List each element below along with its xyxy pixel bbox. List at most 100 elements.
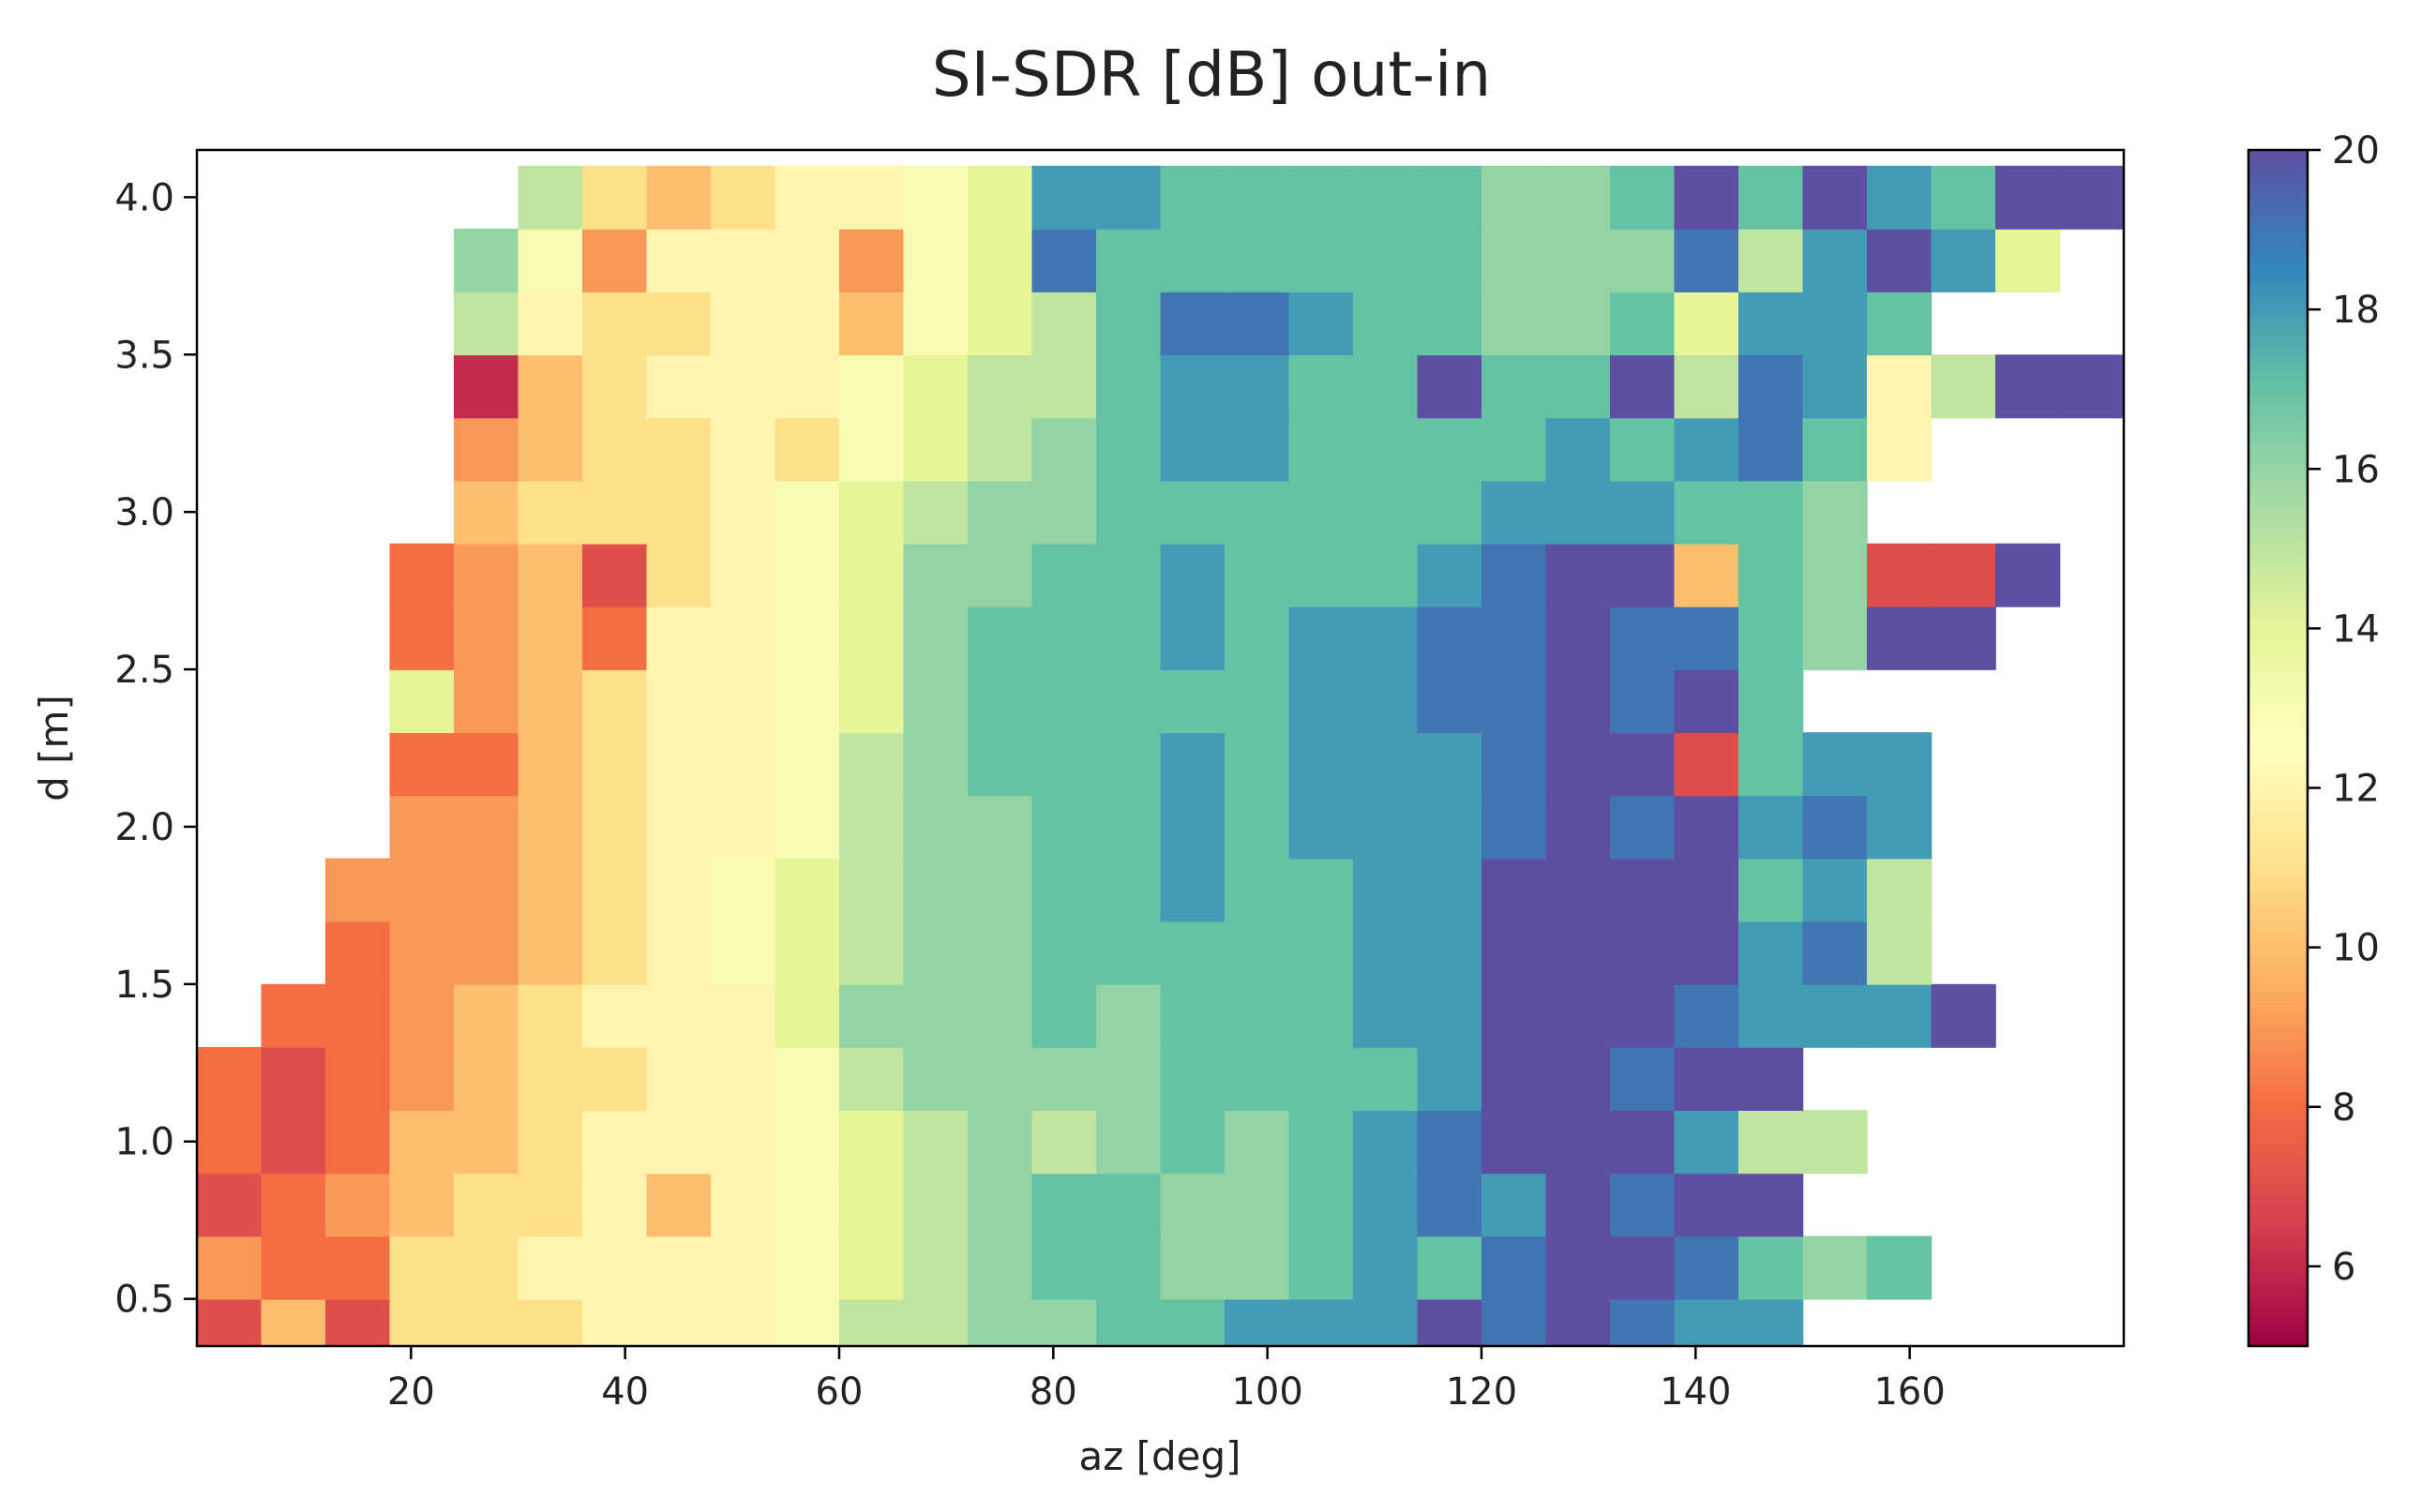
heatmap-cell (1225, 1235, 1290, 1300)
heatmap-cell (1802, 795, 1868, 860)
heatmap-cell (1353, 858, 1419, 922)
heatmap-cell (1160, 669, 1226, 734)
colorbar-tick-label: 12 (2332, 768, 2380, 811)
heatmap-cell (1288, 292, 1354, 356)
heatmap-cell (389, 732, 455, 797)
heatmap-cell (1353, 1235, 1419, 1300)
heatmap-cell (968, 165, 1033, 230)
heatmap-cell (454, 228, 519, 292)
heatmap-cell (518, 228, 583, 292)
heatmap-cell (582, 795, 648, 860)
heatmap-cell (711, 858, 776, 922)
heatmap-cell (1288, 669, 1354, 734)
heatmap-cell (197, 1047, 263, 1111)
heatmap-cell (1867, 354, 1932, 419)
heatmap-cell (646, 1110, 712, 1175)
heatmap-cell (454, 732, 519, 797)
heatmap-cell (1802, 292, 1868, 356)
heatmap-cell (389, 1173, 455, 1237)
heatmap-cell (1995, 165, 2061, 230)
heatmap-cell (582, 669, 648, 734)
heatmap-cell (1096, 1173, 1162, 1237)
heatmap-cell (582, 1047, 648, 1111)
heatmap-cell (1610, 732, 1676, 797)
heatmap-cell (1031, 354, 1097, 419)
y-axis-label: d [m] (31, 695, 77, 801)
heatmap-cell (646, 1235, 712, 1300)
heatmap-cell (1417, 354, 1482, 419)
heatmap-cell (839, 292, 905, 356)
heatmap-cell (1545, 417, 1611, 482)
heatmap-cell (1225, 354, 1290, 419)
heatmap-cell (454, 858, 519, 922)
heatmap-cell (518, 1110, 583, 1175)
heatmap-cell (711, 606, 776, 670)
heatmap-cell (711, 1173, 776, 1237)
heatmap-cell (454, 795, 519, 860)
y-tick-label: 4.0 (114, 176, 174, 219)
heatmap-cell (261, 1235, 326, 1300)
heatmap-cell (1545, 921, 1611, 985)
heatmap-cell (1674, 732, 1739, 797)
heatmap-cell (903, 292, 969, 356)
heatmap-cell (389, 858, 455, 922)
heatmap-cell (1674, 795, 1739, 860)
heatmap-cell (968, 417, 1033, 482)
heatmap-cell (1225, 795, 1290, 860)
heatmap-cell (1225, 858, 1290, 922)
heatmap-cell (197, 1173, 263, 1237)
x-tick-label: 120 (1446, 1370, 1517, 1414)
heatmap-cell (1738, 417, 1804, 482)
heatmap-cell (1353, 165, 1419, 230)
heatmap-cell (1674, 480, 1739, 545)
heatmap-cell (1610, 417, 1676, 482)
x-tick-label: 160 (1873, 1370, 1945, 1414)
heatmap-cell (1160, 543, 1226, 607)
heatmap-cell (1867, 292, 1932, 356)
heatmap-cell (1031, 732, 1097, 797)
heatmap-cell (1674, 858, 1739, 922)
heatmap-cell (1353, 1110, 1419, 1175)
heatmap-cell (1481, 1298, 1547, 1346)
heatmap-cell (582, 1235, 648, 1300)
heatmap-cell (1160, 1173, 1226, 1237)
heatmap-cell (1417, 795, 1482, 860)
heatmap-cell (1160, 1047, 1226, 1111)
heatmap-cell (711, 732, 776, 797)
heatmap-cell (1096, 606, 1162, 670)
heatmap-cell (1674, 292, 1739, 356)
heatmap-cell (1802, 858, 1868, 922)
heatmap-cell (1225, 1298, 1290, 1346)
heatmap-cell (711, 921, 776, 985)
heatmap-cell (1031, 983, 1097, 1048)
heatmap-cell (968, 543, 1033, 607)
heatmap-cell (1610, 480, 1676, 545)
heatmap-cell (1610, 228, 1676, 292)
heatmap-cell (518, 354, 583, 419)
heatmap-cell (1353, 983, 1419, 1048)
heatmap-cell (1353, 732, 1419, 797)
heatmap-cell (389, 1110, 455, 1175)
colorbar-tick-label: 16 (2332, 448, 2380, 491)
heatmap-cell (1867, 858, 1932, 922)
heatmap-cell (1545, 165, 1611, 230)
y-tick-label: 0.5 (114, 1279, 174, 1322)
heatmap-cell (903, 1173, 969, 1237)
heatmap-cell (1225, 1047, 1290, 1111)
heatmap-cell (1353, 1047, 1419, 1111)
heatmap-cell (646, 1173, 712, 1237)
heatmap-cell (1545, 1110, 1611, 1175)
colorbar (2247, 148, 2309, 1348)
heatmap-cell (1160, 292, 1226, 356)
heatmap-cell (646, 228, 712, 292)
heatmap-cell (839, 983, 905, 1048)
heatmap-cell (1738, 1235, 1804, 1300)
heatmap-cell (774, 417, 840, 482)
heatmap-cell (774, 480, 840, 545)
heatmap-cell (1031, 1298, 1097, 1346)
heatmap-cell (1610, 858, 1676, 922)
heatmap-cell (1738, 795, 1804, 860)
heatmap-cell (1160, 732, 1226, 797)
heatmap-cell (774, 543, 840, 607)
